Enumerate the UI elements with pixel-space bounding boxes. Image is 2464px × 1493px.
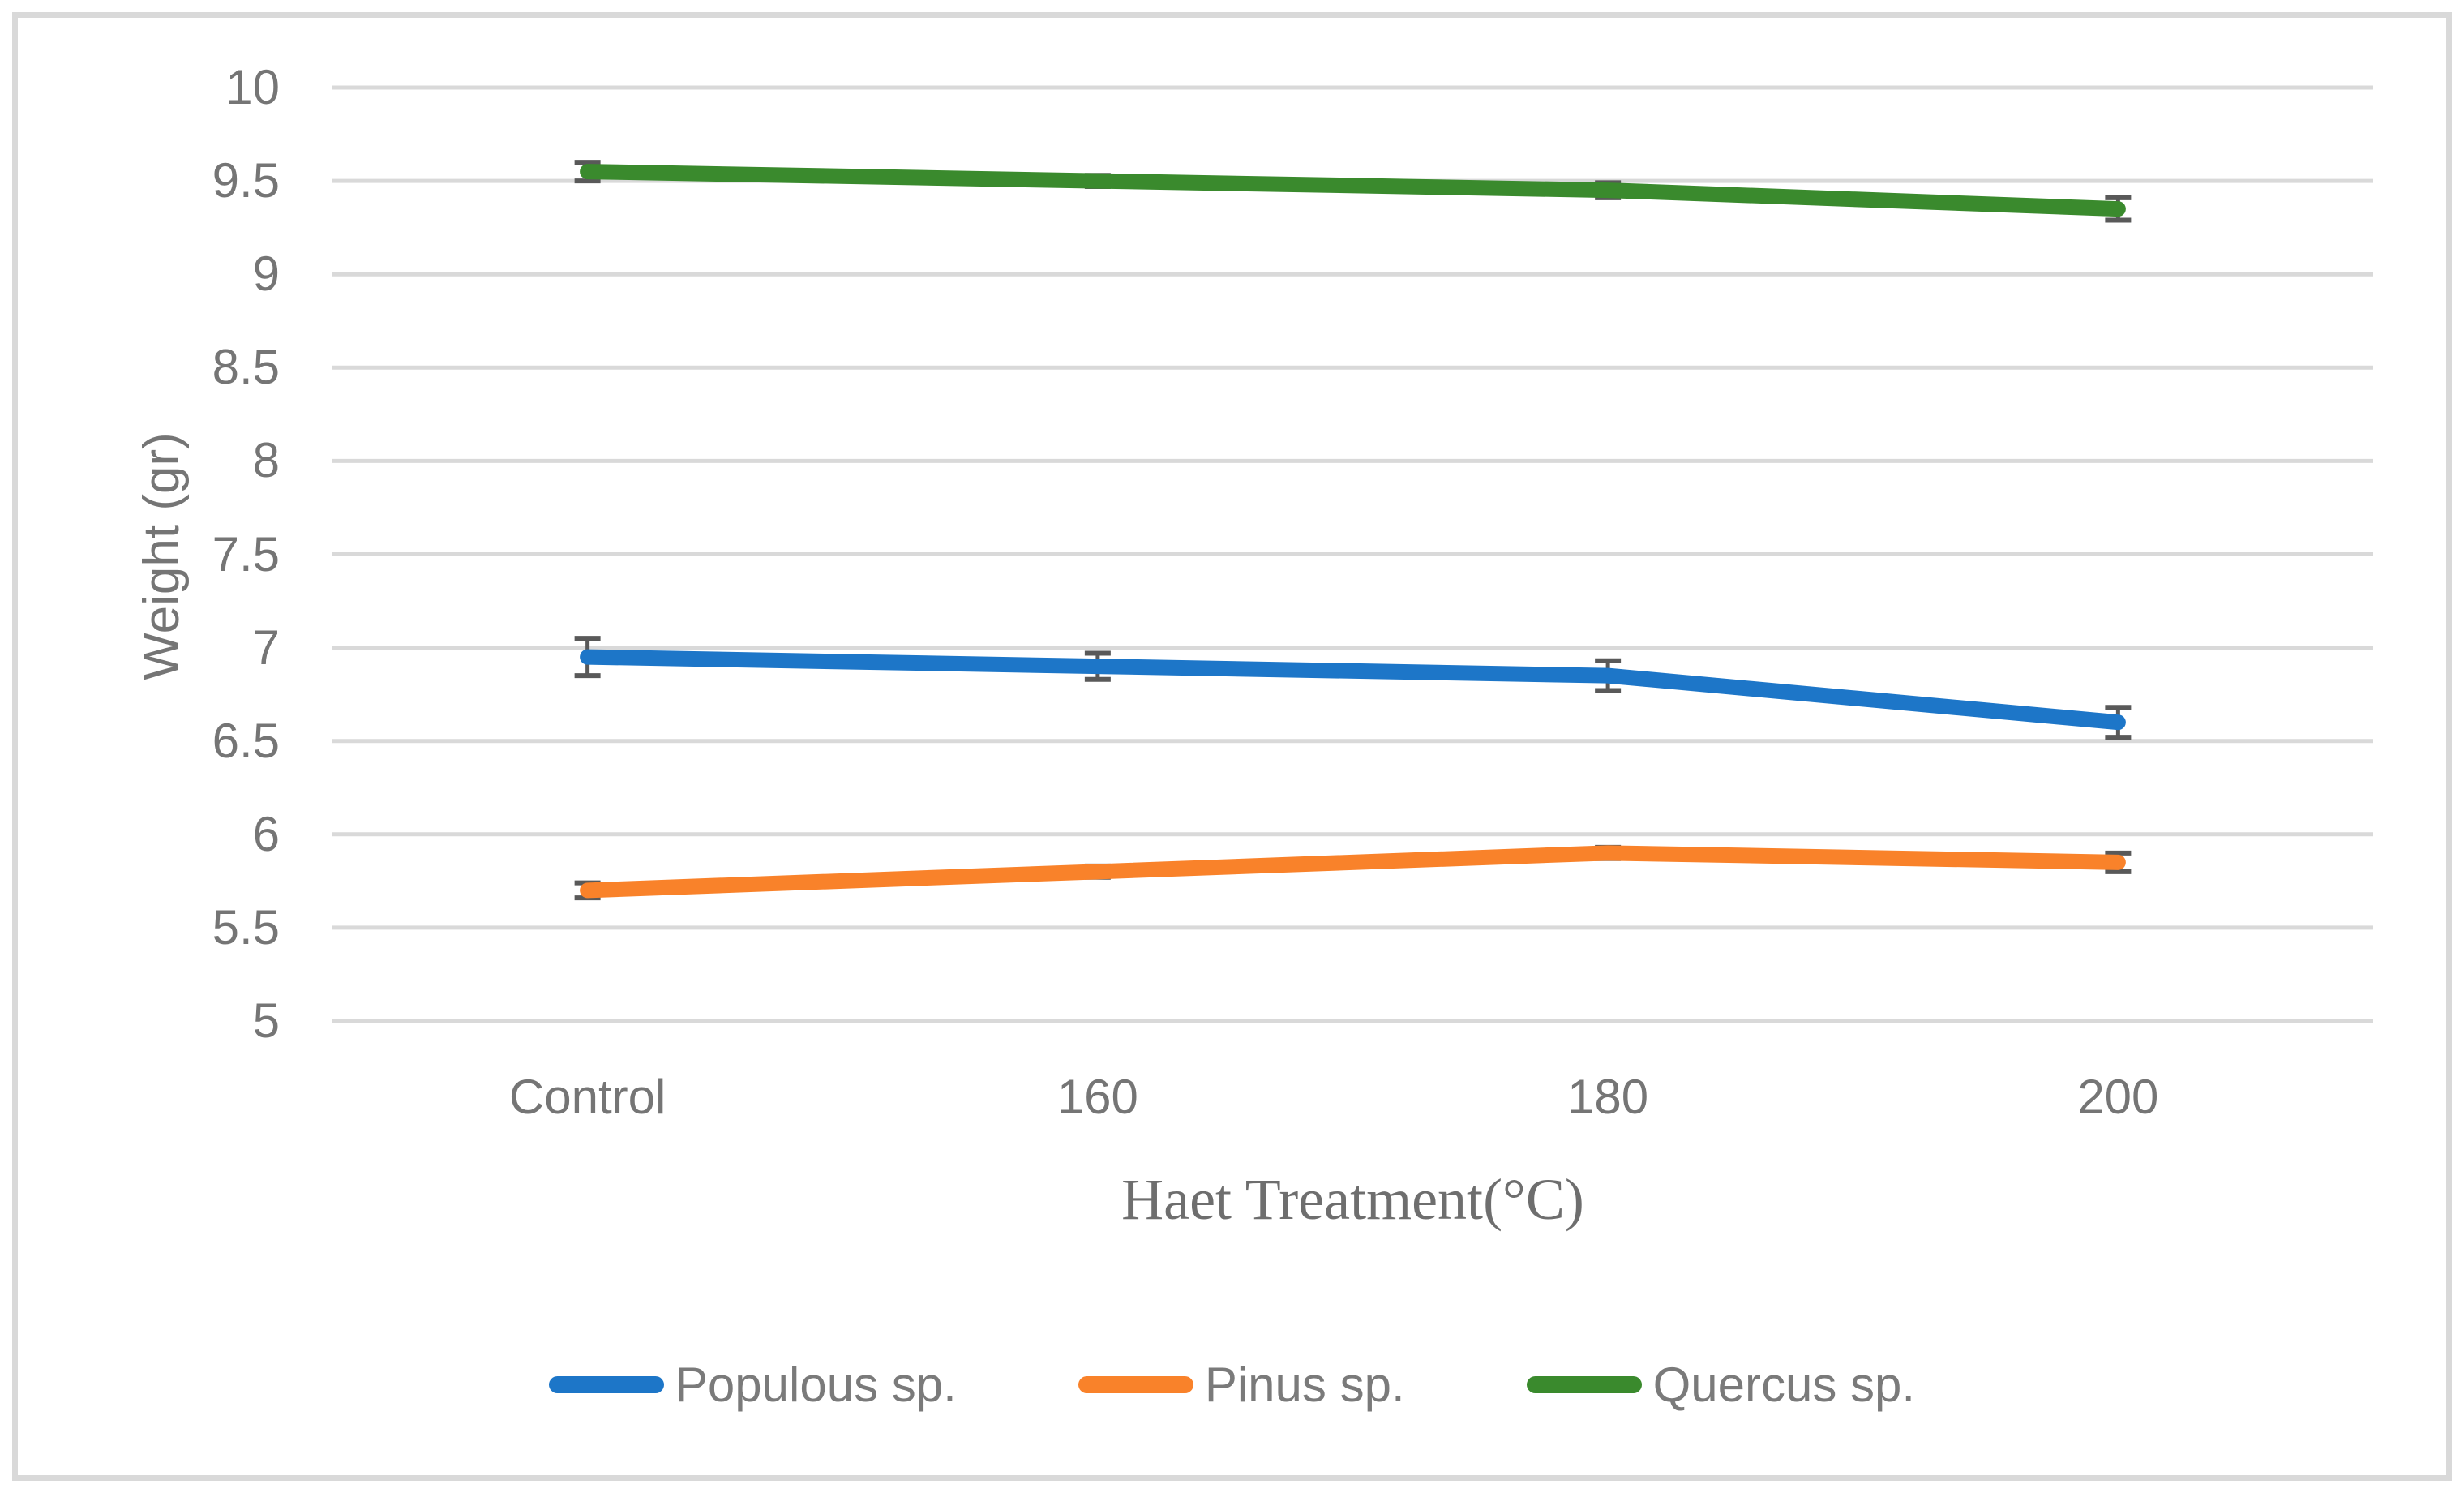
- y-axis-title: Weight (gr): [134, 432, 190, 680]
- legend-item-quercus: Quercus sp.: [1526, 1357, 1916, 1413]
- y-tick-label: 6: [252, 806, 280, 861]
- chart-border-frame: [12, 12, 2452, 1481]
- y-tick-label: 9: [252, 247, 280, 302]
- y-tick-label: 8.5: [212, 340, 280, 395]
- series-line-pinus-sp: [580, 845, 2126, 899]
- y-tick-label: 6.5: [212, 713, 280, 768]
- series-line-populous-sp: [580, 649, 2126, 731]
- legend-swatch-quercus: [1526, 1375, 1642, 1393]
- y-tick-label: 8: [252, 433, 280, 488]
- x-tick-label: Control: [508, 1070, 666, 1124]
- legend-label-quercus: Quercus sp.: [1652, 1357, 1916, 1412]
- legend-item-populous: Populous sp.: [548, 1357, 957, 1413]
- legend-item-pinus: Pinus sp.: [1078, 1357, 1405, 1413]
- legend-label-pinus: Pinus sp.: [1204, 1357, 1405, 1412]
- y-tick-label: 5: [252, 993, 280, 1048]
- x-tick-label: 200: [2077, 1070, 2159, 1124]
- y-tick-label: 10: [225, 60, 280, 114]
- x-axis-title: Haet Treatment(°C): [1121, 1167, 1584, 1232]
- legend: Populous sp. Pinus sp. Quercus sp.: [0, 1348, 2464, 1421]
- y-tick-label: 5.5: [212, 899, 280, 955]
- y-tick-label: 7.5: [212, 526, 280, 581]
- legend-swatch-pinus: [1078, 1375, 1193, 1393]
- x-tick-label: 160: [1056, 1070, 1138, 1124]
- legend-label-populous: Populous sp.: [675, 1357, 957, 1412]
- y-tick-label: 7: [252, 620, 280, 675]
- y-axis-tick-labels: 5 5.5 6 6.5 7 7.5 8 8.5 9 9.5 10: [0, 0, 280, 1493]
- legend-swatch-populous: [548, 1375, 664, 1393]
- y-tick-label: 9.5: [212, 153, 280, 208]
- x-tick-label: 180: [1567, 1070, 1649, 1124]
- series-line-quercus-sp: [580, 164, 2126, 217]
